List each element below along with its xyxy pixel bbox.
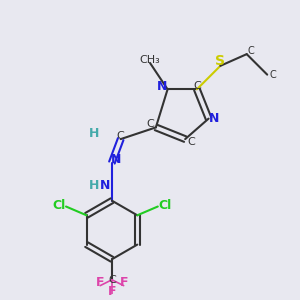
Text: C: C: [146, 119, 154, 130]
Text: C: C: [117, 131, 124, 141]
Text: N: N: [111, 153, 122, 166]
Text: CH₃: CH₃: [140, 55, 160, 65]
Text: S: S: [215, 55, 225, 68]
Text: F: F: [119, 276, 128, 289]
Text: Cl: Cl: [158, 199, 172, 212]
Text: C: C: [187, 137, 195, 147]
Text: Cl: Cl: [52, 199, 65, 212]
Text: H: H: [89, 179, 100, 193]
Text: C: C: [193, 81, 201, 92]
Text: C: C: [270, 70, 276, 80]
Text: F: F: [108, 285, 116, 298]
Text: N: N: [209, 112, 220, 125]
Text: N: N: [157, 80, 167, 93]
Text: F: F: [96, 276, 104, 289]
Text: C: C: [108, 275, 116, 285]
Text: C: C: [248, 46, 254, 56]
Text: H: H: [89, 127, 100, 140]
Text: N: N: [99, 179, 110, 193]
